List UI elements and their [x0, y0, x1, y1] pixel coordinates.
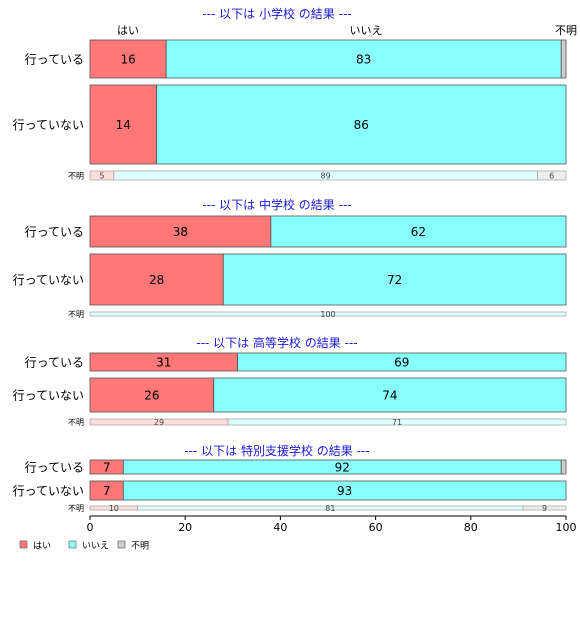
- bar-segment-p1-r3-fumei: [537, 170, 567, 181]
- row-label-p3-r3: 不明: [68, 418, 84, 427]
- panel-title-4: --- 以下は 特別支援学校 の結果 ---: [184, 443, 369, 458]
- bar-label-p4-r2-iie: 93: [337, 484, 352, 498]
- row-label-p2-r1: 行っている: [25, 225, 84, 239]
- row-label-p3-r1: 行っている: [25, 356, 84, 370]
- bar-label-p1-r3-fumei: 6: [549, 172, 554, 181]
- row-label-p1-r3: 不明: [68, 172, 84, 181]
- row-label-p2-r3: 不明: [68, 310, 84, 319]
- bar-label-p4-r3-iie: 81: [325, 504, 335, 513]
- legend-label-hai: はい: [33, 541, 51, 552]
- panel-title-1: --- 以下は 小学校 の結果 ---: [202, 6, 351, 21]
- bar-segment-p3-r2-iie: [213, 377, 567, 413]
- legend-label-fumei: 不明: [131, 541, 149, 552]
- legend-swatch-iie: [68, 540, 77, 549]
- bar-label-p2-r3-iie: 100: [320, 310, 335, 319]
- bar-segment-p4-r2-iie: [122, 480, 567, 501]
- bar-label-p4-r3-hai: 10: [109, 504, 119, 513]
- row-label-p3-r2: 行っていない: [13, 389, 84, 403]
- bar-segment-p2-r2-iie: [222, 253, 567, 306]
- bar-label-p1-r2-hai: 14: [116, 118, 131, 132]
- bar-label-p4-r1-hai: 7: [103, 461, 111, 475]
- panel-title-2: --- 以下は 中学校 の結果 ---: [202, 197, 351, 212]
- bar-segment-p3-r3-iie: [227, 418, 567, 426]
- x-tick-label-40: 40: [273, 521, 287, 534]
- bar-label-p1-r1-iie: 83: [356, 53, 371, 67]
- bar-label-p3-r1-hai: 31: [156, 356, 171, 370]
- legend-label-iie: いいえ: [82, 541, 109, 552]
- bar-label-p3-r2-hai: 26: [144, 389, 159, 403]
- bar-label-p3-r3-iie: 71: [392, 418, 402, 427]
- bar-label-p4-r3-fumei: 9: [542, 504, 547, 513]
- column-label-fumei: 不明: [555, 24, 577, 37]
- legend-swatch-hai: [19, 540, 28, 549]
- row-label-p4-r1: 行っている: [25, 461, 84, 475]
- bar-segment-p2-r1-hai: [89, 215, 272, 248]
- bar-label-p3-r3-hai: 29: [154, 418, 164, 427]
- bar-segment-p4-r1-fumei: [560, 459, 567, 475]
- bar-label-p1-r3-iie: 89: [321, 172, 331, 181]
- bar-label-p4-r1-iie: 92: [335, 461, 350, 475]
- row-label-p4-r3: 不明: [68, 504, 84, 513]
- bar-label-p4-r2-hai: 7: [103, 484, 111, 498]
- bar-segment-p1-r1-iie: [165, 39, 562, 79]
- bar-segment-p4-r3-fumei: [522, 505, 567, 511]
- x-tick-label-20: 20: [178, 521, 192, 534]
- bar-segment-p2-r3-iie: [89, 311, 567, 317]
- bar-label-p1-r1-hai: 16: [120, 53, 135, 67]
- column-label-hai: はい: [117, 24, 139, 37]
- bar-segment-p1-r2-hai: [89, 84, 158, 165]
- bar-segment-p3-r2-hai: [89, 377, 215, 413]
- bar-label-p2-r1-iie: 62: [411, 225, 426, 239]
- x-tick-label-100: 100: [556, 521, 577, 534]
- bar-segment-p1-r1-fumei: [560, 39, 567, 79]
- bar-label-p3-r2-iie: 74: [382, 389, 397, 403]
- x-tick-label-80: 80: [464, 521, 478, 534]
- bar-segment-p2-r1-iie: [270, 215, 567, 248]
- bar-segment-p1-r1-hai: [89, 39, 167, 79]
- x-tick-label-60: 60: [369, 521, 383, 534]
- bar-label-p2-r2-iie: 72: [387, 273, 402, 287]
- row-label-p4-r2: 行っていない: [13, 484, 84, 498]
- x-tick-label-0: 0: [87, 521, 94, 534]
- legend-swatch-fumei: [117, 540, 126, 549]
- bar-label-p2-r2-hai: 28: [149, 273, 164, 287]
- bar-label-p2-r1-hai: 38: [173, 225, 188, 239]
- bar-segment-p1-r2-iie: [156, 84, 567, 165]
- bar-label-p1-r3-hai: 5: [99, 172, 104, 181]
- row-label-p1-r1: 行っている: [25, 53, 84, 67]
- row-label-p2-r2: 行っていない: [13, 273, 84, 287]
- bar-label-p3-r1-iie: 69: [394, 356, 409, 370]
- bar-segment-p3-r1-iie: [237, 352, 567, 372]
- bar-label-p1-r2-iie: 86: [354, 118, 369, 132]
- column-label-iie: いいえ: [350, 24, 383, 37]
- row-label-p1-r2: 行っていない: [13, 118, 84, 132]
- bar-segment-p2-r2-hai: [89, 253, 224, 306]
- panel-title-3: --- 以下は 高等学校 の結果 ---: [196, 335, 357, 350]
